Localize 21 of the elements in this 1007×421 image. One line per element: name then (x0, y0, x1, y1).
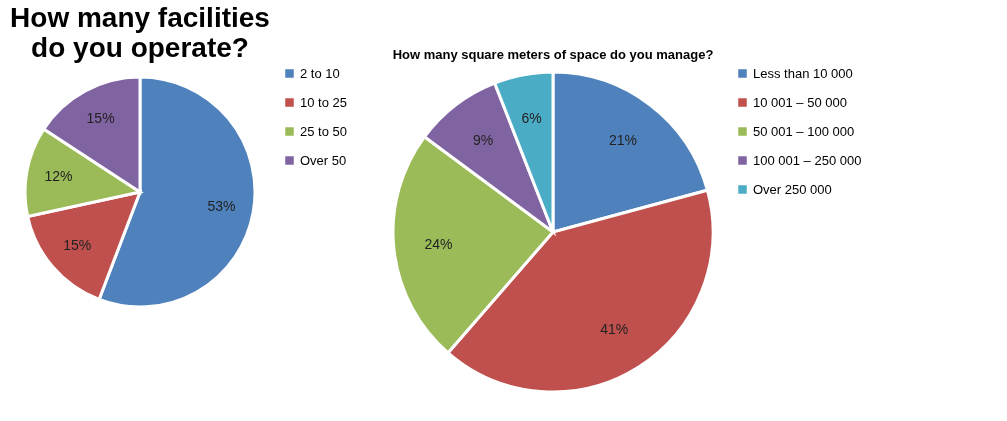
data-label: 53% (207, 197, 236, 214)
text: How many facilities (10, 2, 270, 33)
legend-label: 25 to 50 (300, 123, 347, 139)
legend-label: Over 250 000 (753, 181, 832, 197)
data-label: 6% (521, 109, 542, 126)
text: do you operate? (31, 32, 249, 63)
legend-label: 50 001 – 100 000 (753, 123, 855, 139)
legend-label: 10 001 – 50 000 (753, 94, 847, 110)
data-label: 9% (472, 131, 494, 148)
data-label: 21% (609, 131, 638, 148)
data-label: 15% (63, 237, 92, 254)
data-label: 15% (86, 110, 115, 127)
data-label: 24% (424, 235, 453, 252)
data-label: 41% (600, 320, 629, 337)
legend-label: 2 to 10 (300, 65, 340, 81)
legend-label: Over 50 (300, 152, 347, 168)
legend-label: Less than 10 000 (753, 65, 853, 81)
data-label: 12% (44, 168, 73, 185)
legend-label: 100 001 – 250 000 (753, 152, 862, 168)
legend-label: 10 to 25 (300, 94, 347, 110)
chart-title: How many square meters of space do you manage? (392, 47, 714, 62)
